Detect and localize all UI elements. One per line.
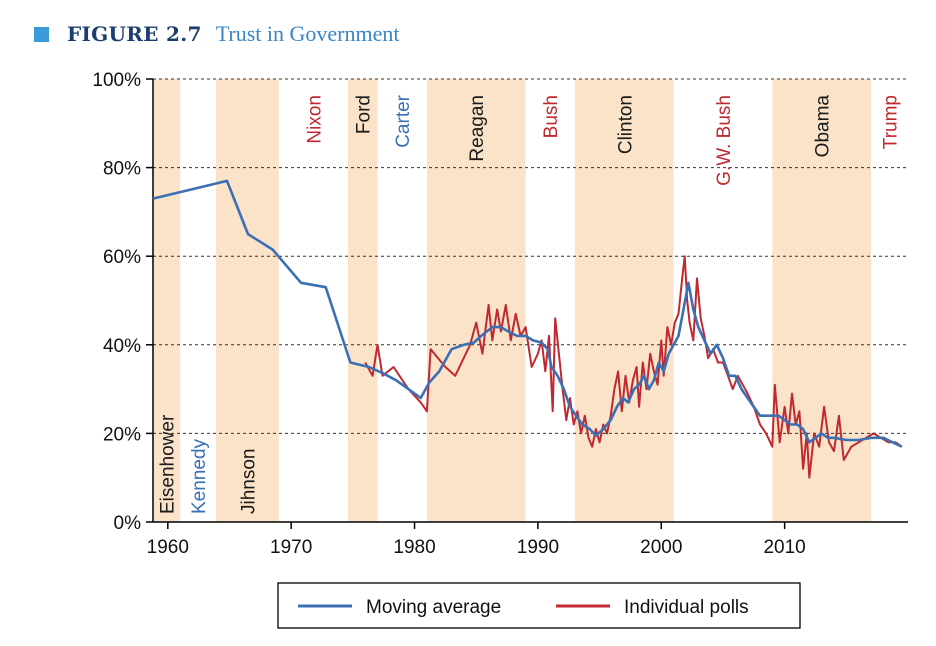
term-band-4	[347, 79, 378, 522]
figure-title: Trust in Government	[215, 21, 400, 46]
x-tick-label-0: 1960	[147, 537, 189, 558]
president-label-10: Obama	[813, 95, 834, 158]
term-band-0	[153, 79, 181, 522]
term-band-8	[574, 79, 674, 522]
term-band-2	[215, 79, 279, 522]
y-tick-label-1: 20%	[103, 424, 141, 445]
president-label-6: Reagan	[467, 95, 488, 162]
legend-label-individual-polls: Individual polls	[624, 597, 749, 618]
term-band-6	[426, 79, 526, 522]
legend-box	[277, 582, 801, 629]
president-label-4: Ford	[354, 95, 375, 134]
president-label-3: Nixon	[304, 95, 325, 144]
y-tick-label-4: 80%	[103, 159, 141, 180]
president-label-11: Trump	[880, 95, 901, 149]
individual-polls-line	[364, 255, 903, 479]
figure-label: FIGURE 2.7	[67, 22, 202, 46]
y-tick-label-2: 40%	[103, 336, 141, 357]
y-tick-label-0: 0%	[114, 513, 142, 534]
term-band-10	[772, 79, 871, 522]
president-label-9: G.W. Bush	[714, 95, 735, 186]
president-label-2: Jihnson	[238, 449, 259, 515]
president-label-8: Clinton	[615, 95, 636, 154]
president-label-0: Eisenhower	[158, 414, 179, 514]
president-label-5: Carter	[393, 94, 414, 147]
x-tick-label-3: 1990	[517, 537, 559, 558]
figure-header: FIGURE 2.7 Trust in Government	[34, 20, 399, 48]
legend-label-moving-average: Moving average	[366, 597, 501, 618]
x-tick-label-4: 2000	[640, 537, 682, 558]
president-label-7: Bush	[541, 95, 562, 138]
figure-marker-square	[34, 26, 49, 42]
x-tick-label-1: 1970	[270, 537, 312, 558]
y-tick-label-5: 100%	[92, 70, 141, 91]
president-label-1: Kennedy	[189, 438, 210, 514]
y-tick-label-3: 60%	[103, 247, 141, 268]
moving-average-line	[152, 179, 903, 448]
x-tick-label-5: 2010	[763, 537, 805, 558]
x-tick-label-2: 1980	[393, 537, 435, 558]
